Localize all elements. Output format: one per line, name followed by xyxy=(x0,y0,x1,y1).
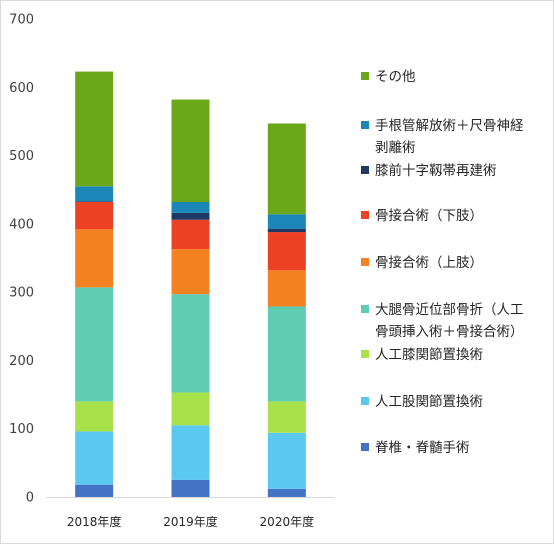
legend-swatch xyxy=(361,305,369,313)
legend-label: 骨接合術（上肢） xyxy=(375,254,483,271)
bar-segment xyxy=(171,202,210,213)
bar-segment xyxy=(75,431,114,485)
bar-segment xyxy=(75,202,114,230)
bar-segment xyxy=(267,232,306,271)
bar-segment xyxy=(267,306,306,402)
legend-label: 人工膝関節置換術 xyxy=(375,347,483,363)
bar-segment xyxy=(75,71,114,187)
y-tick-label: 500 xyxy=(9,149,34,164)
legend-label: 人工股関節置換術 xyxy=(375,394,483,410)
legend-swatch xyxy=(361,258,369,266)
legend-swatch xyxy=(361,121,369,129)
legend-swatch xyxy=(361,166,369,174)
bar-segment xyxy=(171,392,210,426)
bar-segment xyxy=(171,479,210,497)
bar-segment xyxy=(75,201,114,203)
x-tick-label: 2019年度 xyxy=(163,514,218,529)
bar-segment xyxy=(267,214,306,229)
legend-swatch xyxy=(361,350,369,358)
x-tick-label: 2018年度 xyxy=(67,514,122,529)
legend-swatch xyxy=(361,211,369,219)
legend-swatch xyxy=(361,443,369,451)
bar-segment xyxy=(75,229,114,288)
y-tick-label: 600 xyxy=(9,81,34,96)
bar-segment xyxy=(267,270,306,307)
bar-segment xyxy=(267,123,306,215)
bar-segment xyxy=(171,219,210,250)
legend-label: その他 xyxy=(375,69,416,85)
legend-swatch xyxy=(361,397,369,405)
bar-segment xyxy=(171,294,210,393)
legend-label: 骨接合術（下肢） xyxy=(375,207,483,224)
bar-segment xyxy=(171,249,210,295)
bar-segment xyxy=(171,212,210,220)
y-tick-label: 100 xyxy=(9,422,34,437)
y-tick-label: 0 xyxy=(26,491,34,506)
legend-label: 手根管解放術＋尺骨神経剥離術 xyxy=(375,118,524,156)
legend-label: 膝前十字靱帯再建術 xyxy=(375,162,497,179)
y-tick-label: 300 xyxy=(9,286,34,301)
y-tick-label: 400 xyxy=(9,217,34,232)
legend-label: 大腿骨近位部骨折（人工骨頭挿入術＋骨接合術） xyxy=(375,302,524,340)
bar-segment xyxy=(171,99,210,203)
bar-segment xyxy=(267,401,306,433)
bar-segment xyxy=(267,228,306,233)
y-tick-label: 700 xyxy=(9,13,34,28)
bar-segment xyxy=(75,287,114,402)
y-tick-label: 200 xyxy=(9,354,34,369)
bar-segment xyxy=(75,401,114,432)
bar-segment xyxy=(267,488,306,497)
bar-segment xyxy=(75,484,114,497)
legend-label: 脊椎・脊髄手術 xyxy=(375,440,470,456)
x-tick-label: 2020年度 xyxy=(260,514,315,529)
bar-segment xyxy=(171,425,210,480)
bar-segment xyxy=(267,432,306,489)
bar-segment xyxy=(75,186,114,202)
legend-swatch xyxy=(361,72,369,80)
